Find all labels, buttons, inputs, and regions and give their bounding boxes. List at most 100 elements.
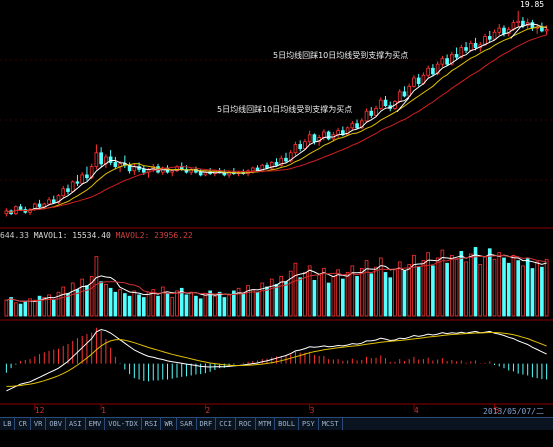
volume-bar [502, 257, 506, 317]
volume-bar [208, 290, 212, 317]
volume-bar [416, 266, 421, 317]
indicator-tab-rsi[interactable]: RSI [142, 418, 162, 430]
indicator-tab-obv[interactable]: OBV [46, 418, 66, 430]
volume-bar [170, 297, 175, 317]
candle-body [383, 99, 388, 107]
volume-bar [350, 265, 355, 317]
date-axis: 12 1 2 3 4 5 2013/05/07/二 [0, 405, 553, 417]
volume-bar [506, 262, 511, 317]
candle-body [284, 157, 288, 162]
candle-body [37, 203, 42, 208]
price-peak-label: 19.85 [520, 0, 545, 9]
indicator-tab-wr[interactable]: WR [161, 418, 177, 430]
ma20-line [6, 34, 547, 213]
volume-bar [213, 295, 217, 317]
volume-bar [232, 290, 236, 317]
volume-bar [132, 290, 137, 317]
volume-bar [440, 249, 445, 317]
volume-bar [217, 291, 222, 317]
volume-bar [530, 268, 535, 317]
volume-bar [28, 298, 32, 317]
volume-bar [388, 277, 393, 317]
volume-bar [293, 262, 298, 317]
volume-bar [89, 276, 94, 317]
volume-bar [492, 258, 497, 317]
volume-bar [94, 256, 99, 317]
volume-bar [123, 293, 127, 317]
indicator-tab-vr[interactable]: VR [31, 418, 47, 430]
volume-bar [179, 287, 184, 317]
candle-body [89, 166, 94, 179]
volume-bar [127, 295, 132, 317]
volume-bar [374, 266, 378, 317]
indicator-tab-mcst[interactable]: MCST [319, 418, 343, 430]
indicator-tab-cci[interactable]: CCI [216, 418, 236, 430]
volume-bar [459, 250, 464, 317]
volume-bar [454, 258, 459, 317]
candle-body [288, 152, 293, 162]
candle-body [312, 134, 317, 143]
volume-bar [250, 289, 255, 317]
volume-bar [4, 299, 9, 317]
volume-bar [80, 278, 85, 317]
candle-body [307, 134, 312, 143]
volume-bar [9, 297, 13, 317]
indicator-tab-sar[interactable]: SAR [177, 418, 197, 430]
volume-bar [303, 272, 307, 317]
candle-body [99, 152, 103, 165]
volume-bar [260, 282, 265, 317]
volume-bar [421, 260, 426, 317]
candle-body [108, 156, 113, 163]
indicator-tab-emv[interactable]: EMV [86, 418, 106, 430]
candle-body [416, 77, 421, 84]
candle-body [407, 85, 412, 97]
candle-body [459, 47, 464, 58]
annotation-arrow [396, 97, 410, 113]
volume-bar [165, 293, 170, 317]
volume-bar [47, 294, 51, 317]
candle-body [355, 123, 359, 129]
candle-body [303, 141, 307, 150]
candle-body [350, 123, 355, 129]
volume-bar [175, 290, 179, 317]
volume-bar [540, 266, 544, 317]
volume-bar [99, 281, 103, 317]
volume-bar [51, 299, 56, 317]
indicator-tab-mtm[interactable]: MTM [256, 418, 276, 430]
volume-bar [497, 252, 502, 317]
volume-bar [265, 286, 269, 317]
volume-bar [450, 254, 454, 317]
volume-bar [42, 297, 47, 317]
date-axis-label: 12 [34, 406, 45, 415]
candle-body [359, 120, 364, 129]
candle-body [378, 99, 383, 109]
candle-body [198, 171, 203, 176]
volume-bar [355, 276, 359, 317]
volume-bar [56, 291, 61, 317]
candle-body [431, 67, 435, 75]
volume-bar [426, 252, 430, 317]
candle-body [397, 91, 402, 102]
indicator-tab-asi[interactable]: ASI [66, 418, 86, 430]
volume-bar [393, 269, 397, 317]
indicator-tab-drf[interactable]: DRF [197, 418, 217, 430]
candle-body [170, 170, 175, 173]
candle-body [412, 77, 416, 87]
candle-body [369, 110, 374, 116]
volume-bar [203, 293, 208, 317]
indicator-tab-lb[interactable]: LB [0, 418, 16, 430]
volume-bar [369, 273, 374, 317]
indicator-tab-boll[interactable]: BOLL [275, 418, 300, 430]
candle-body [75, 181, 80, 184]
candle-body [454, 54, 459, 58]
indicator-tab-bar: LB CR VR OBV ASI EMV VOL-TDX RSI WR SAR DRF CCI ROC M… [0, 417, 553, 430]
volume-bar [535, 261, 539, 317]
candle-body [70, 181, 75, 192]
indicator-tab-cr[interactable]: CR [15, 418, 31, 430]
indicator-tab-vol-tdx[interactable]: VOL-TDX [105, 418, 142, 430]
volume-bar [160, 286, 165, 317]
mavol2-line [6, 254, 547, 302]
indicator-tab-roc[interactable]: ROC [236, 418, 256, 430]
indicator-tab-psy[interactable]: PSY [299, 418, 319, 430]
volume-header: 644.33 MAVOL1: 15534.40 MAVOL2: 23956.22 [0, 231, 193, 240]
